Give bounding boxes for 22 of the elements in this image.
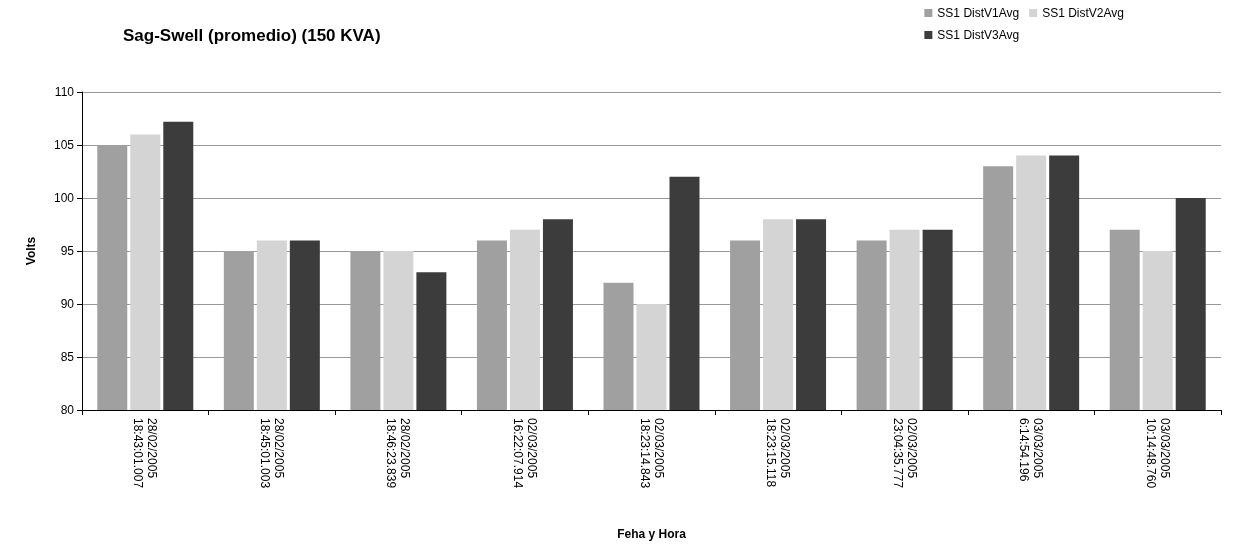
y-tick-label: 95 bbox=[60, 244, 75, 258]
legend-label: SS1 DistV3Avg bbox=[937, 28, 1020, 42]
y-tick-label: 80 bbox=[60, 403, 75, 417]
x-tick-label: 28/02/2005 18:46:23.839 bbox=[384, 418, 413, 489]
x-tick-label: 02/03/2005 18:23:14.843 bbox=[637, 418, 666, 489]
y-tick-label: 105 bbox=[53, 138, 75, 152]
legend-label: SS1 DistV2Avg bbox=[1042, 6, 1125, 20]
x-tick-label: 02/03/2005 23:04:35.777 bbox=[890, 418, 919, 489]
y-tick-label: 100 bbox=[53, 191, 75, 205]
y-tick-label: 85 bbox=[60, 350, 75, 364]
x-tick-label: 02/03/2005 16:22:07.914 bbox=[510, 418, 539, 489]
chart-title: Sag-Swell (promedio) (150 KVA) bbox=[123, 26, 381, 45]
x-tick-label: 28/02/2005 18:43:01.007 bbox=[131, 418, 160, 489]
y-tick-label: 90 bbox=[60, 297, 75, 311]
legend-label: SS1 DistV1Avg bbox=[937, 6, 1020, 20]
x-tick-label: 02/03/2005 18:23:15.118 bbox=[764, 418, 793, 488]
x-tick-label: 03/03/2005 6:14:54.196 bbox=[1017, 418, 1046, 482]
x-tick-label: 03/03/2005 10:14:48.760 bbox=[1143, 418, 1172, 489]
y-axis-title: Volts bbox=[24, 236, 38, 266]
y-tick-label: 110 bbox=[54, 85, 75, 99]
x-axis-title: Feha y Hora bbox=[617, 527, 687, 541]
x-tick-label: 28/02/2005 18:45:01.003 bbox=[257, 418, 286, 489]
